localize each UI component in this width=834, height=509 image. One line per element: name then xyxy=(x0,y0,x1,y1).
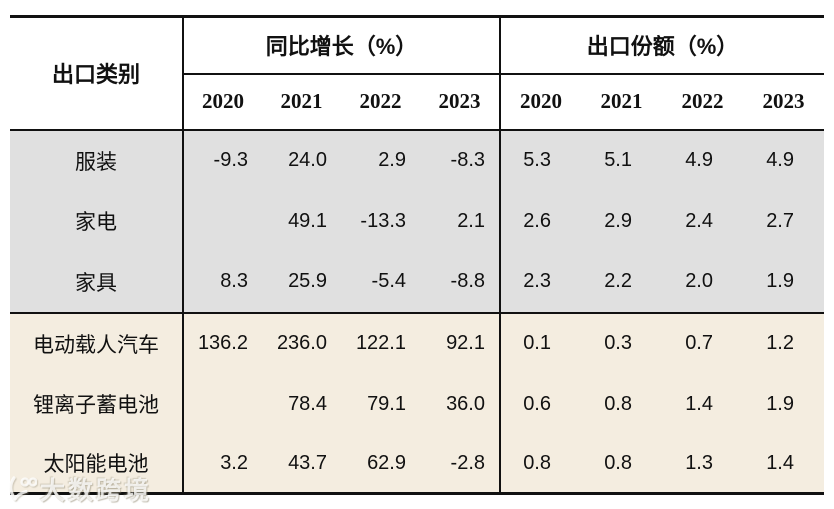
growth-value-cell: -5.4 xyxy=(341,251,420,313)
share-value-cell: 5.1 xyxy=(581,129,662,191)
growth-year-header: 2023 xyxy=(420,73,500,131)
share-value-cell: 0.8 xyxy=(581,373,662,435)
growth-value-cell: -13.3 xyxy=(341,190,420,252)
category-cell: 电动载人汽车 xyxy=(10,311,183,374)
header-group-row: 出口类别 同比增长（%） 出口份额（%） xyxy=(10,16,824,131)
category-cell: 太阳能电池 xyxy=(10,434,183,494)
share-value-cell: 2.4 xyxy=(662,190,743,252)
table-row: 家电 49.1 -13.3 2.1 2.6 2.9 2.4 2.7 xyxy=(10,190,824,252)
share-value-cell: 0.8 xyxy=(581,434,662,494)
table-row: 电动载人汽车 136.2 236.0 122.1 92.1 0.1 0.3 0.… xyxy=(10,311,824,374)
growth-value-cell: 62.9 xyxy=(341,434,420,494)
growth-value-cell: -8.3 xyxy=(420,129,500,191)
growth-value-cell: 92.1 xyxy=(420,311,500,374)
share-group-header: 出口份额（%） xyxy=(499,16,824,75)
export-table: 出口类别 同比增长（%） 出口份额（%） 2020 2021 2022 2023… xyxy=(10,15,824,495)
growth-value-cell: -8.8 xyxy=(420,251,500,313)
growth-value-cell: 36.0 xyxy=(420,373,500,435)
growth-value-cell: 24.0 xyxy=(262,129,341,191)
table-row: 太阳能电池 3.2 43.7 62.9 -2.8 0.8 0.8 1.3 1.4 xyxy=(10,434,824,494)
growth-value-cell: -2.8 xyxy=(420,434,500,494)
growth-value-cell xyxy=(182,373,262,435)
growth-year-header: 2020 xyxy=(182,73,262,131)
share-value-cell: 1.4 xyxy=(743,434,824,494)
share-value-cell: 0.6 xyxy=(499,373,581,435)
table-container: 出口类别 同比增长（%） 出口份额（%） 2020 2021 2022 2023… xyxy=(10,15,824,495)
share-value-cell: 2.2 xyxy=(581,251,662,313)
share-value-cell: 1.9 xyxy=(743,251,824,313)
share-year-header: 2021 xyxy=(581,73,662,131)
category-cell: 服装 xyxy=(10,129,183,191)
growth-value-cell: 79.1 xyxy=(341,373,420,435)
category-cell: 家电 xyxy=(10,190,183,252)
share-year-header: 2020 xyxy=(499,73,581,131)
table-row: 锂离子蓄电池 78.4 79.1 36.0 0.6 0.8 1.4 1.9 xyxy=(10,373,824,435)
category-cell: 锂离子蓄电池 xyxy=(10,373,183,435)
share-value-cell: 2.3 xyxy=(499,251,581,313)
table-row: 家具 8.3 25.9 -5.4 -8.8 2.3 2.2 2.0 1.9 xyxy=(10,251,824,313)
share-year-header: 2022 xyxy=(662,73,743,131)
share-value-cell: 1.4 xyxy=(662,373,743,435)
growth-year-header: 2021 xyxy=(262,73,341,131)
share-value-cell: 4.9 xyxy=(743,129,824,191)
growth-group-header: 同比增长（%） xyxy=(182,16,500,75)
growth-value-cell: 3.2 xyxy=(182,434,262,494)
growth-value-cell: 25.9 xyxy=(262,251,341,313)
share-year-header: 2023 xyxy=(743,73,824,131)
header-years-row: 2020 2021 2022 2023 2020 2021 2022 2023 xyxy=(10,73,824,131)
share-value-cell: 2.6 xyxy=(499,190,581,252)
growth-value-cell: 122.1 xyxy=(341,311,420,374)
share-value-cell: 0.8 xyxy=(499,434,581,494)
share-value-cell: 2.7 xyxy=(743,190,824,252)
growth-value-cell: 43.7 xyxy=(262,434,341,494)
share-value-cell: 2.9 xyxy=(581,190,662,252)
growth-value-cell: 2.1 xyxy=(420,190,500,252)
category-cell: 家具 xyxy=(10,251,183,313)
growth-value-cell: -9.3 xyxy=(182,129,262,191)
category-column-header: 出口类别 xyxy=(10,16,183,131)
growth-year-header: 2022 xyxy=(341,73,420,131)
share-value-cell: 0.3 xyxy=(581,311,662,374)
growth-value-cell: 136.2 xyxy=(182,311,262,374)
share-value-cell: 4.9 xyxy=(662,129,743,191)
share-value-cell: 5.3 xyxy=(499,129,581,191)
table-row: 服装 -9.3 24.0 2.9 -8.3 5.3 5.1 4.9 4.9 xyxy=(10,129,824,191)
share-value-cell: 1.2 xyxy=(743,311,824,374)
share-value-cell: 1.3 xyxy=(662,434,743,494)
share-value-cell: 0.1 xyxy=(499,311,581,374)
growth-value-cell: 8.3 xyxy=(182,251,262,313)
growth-value-cell: 49.1 xyxy=(262,190,341,252)
growth-value-cell: 78.4 xyxy=(262,373,341,435)
share-value-cell: 2.0 xyxy=(662,251,743,313)
growth-value-cell: 2.9 xyxy=(341,129,420,191)
share-value-cell: 1.9 xyxy=(743,373,824,435)
growth-value-cell xyxy=(182,190,262,252)
share-value-cell: 0.7 xyxy=(662,311,743,374)
growth-value-cell: 236.0 xyxy=(262,311,341,374)
